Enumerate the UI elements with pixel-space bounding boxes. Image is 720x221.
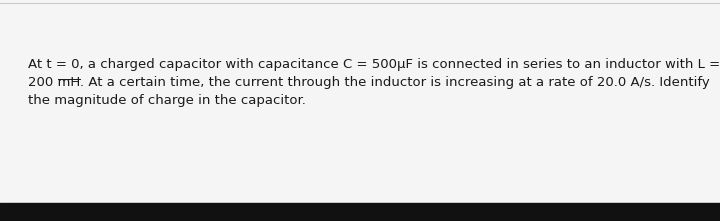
Text: At t = 0, a charged capacitor with capacitance C = 500μF is connected in series : At t = 0, a charged capacitor with capac… <box>28 58 720 71</box>
Text: the magnitude of charge in the capacitor.: the magnitude of charge in the capacitor… <box>28 94 306 107</box>
Text: 200 mH. At a certain time, the current through the inductor is increasing at a r: 200 mH. At a certain time, the current t… <box>28 76 710 89</box>
